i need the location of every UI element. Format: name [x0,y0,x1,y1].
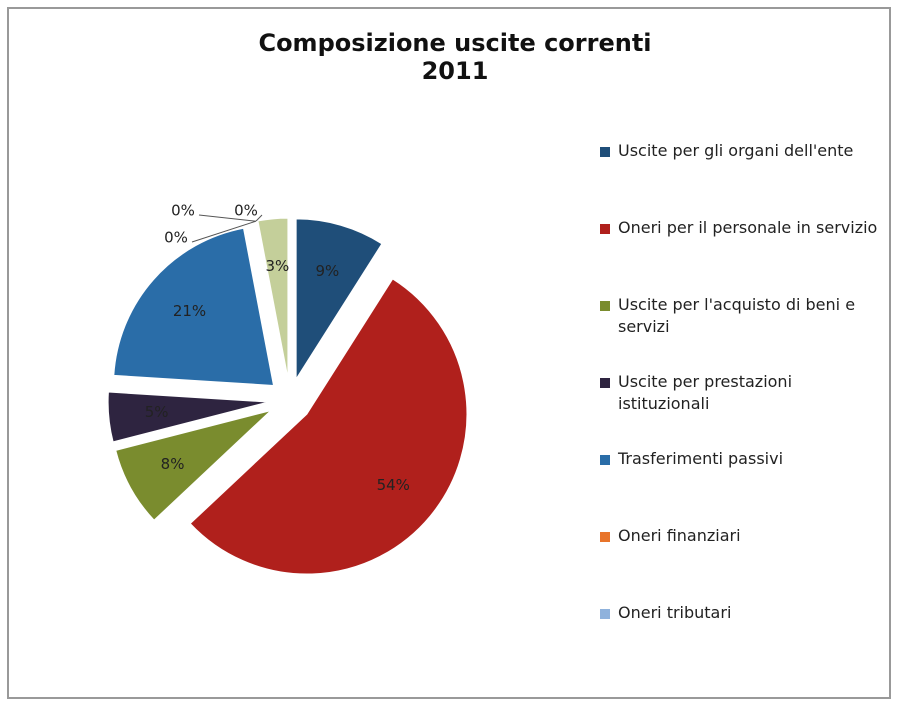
legend-swatch [600,609,610,619]
pie-slice [107,391,269,443]
data-label: 0% [164,229,188,247]
leader-line [198,214,256,222]
legend-item: Uscite per gli organi dell'ente [600,140,880,217]
data-label: 0% [171,202,195,220]
legend-label: Uscite per l'acquisto di beni e servizi [618,295,856,336]
legend-item: Uscite per l'acquisto di beni e servizi [600,294,880,371]
leader-line [255,214,263,222]
data-label: 0% [234,202,258,220]
legend-label: Oneri tributari [618,603,732,622]
legend-item: Oneri finanziari [600,525,880,602]
pie-slice [255,221,287,379]
data-label: 3% [265,257,289,275]
data-label: 5% [145,403,169,421]
data-label: 54% [377,476,410,494]
data-label: 8% [161,455,185,473]
chart-title: Composizione uscite correnti [258,29,651,57]
legend-item: Oneri per il personale in servizio [600,217,880,294]
legend-item: Trasferimenti passivi [600,448,880,525]
legend-label: Oneri finanziari [618,526,741,545]
legend-swatch [600,224,610,234]
data-label: 21% [173,302,206,320]
leader-line [191,220,257,243]
legend-item: Oneri tributari [600,602,880,679]
legend-swatch [600,147,610,157]
legend: Uscite per gli organi dell'ente Oneri per… [600,140,880,679]
legend-item: Uscite per prestazioni istituzionali [600,371,880,448]
legend-swatch [600,455,610,465]
legend-swatch [600,378,610,388]
legend-swatch [600,532,610,542]
pie-slice [115,410,272,521]
pie-slice [113,227,275,386]
pie-slice [295,218,383,381]
legend-label: Trasferimenti passivi [618,449,784,468]
legend-label: Uscite per gli organi dell'ente [618,141,854,160]
pie-slice [257,217,289,379]
chart-subtitle: 2011 [422,57,489,85]
legend-label: Uscite per prestazioni istituzionali [618,372,793,413]
legend-swatch [600,301,610,311]
legend-label: Oneri per il personale in servizio [618,218,878,237]
pie-slice [189,278,468,575]
data-label: 9% [315,262,339,280]
